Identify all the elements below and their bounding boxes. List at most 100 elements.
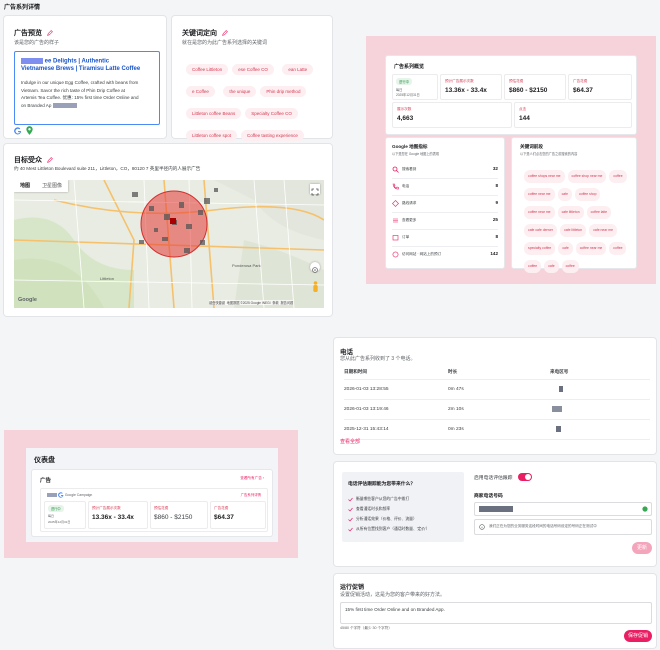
promo-textarea[interactable]: 15% first time Order Online and on Brand… [340,602,652,624]
map[interactable]: 地图 卫星图像 Littleton Ponderosa Park Google … [14,180,324,308]
ad-headline-b: Vietnamese Brews | Tiramisu Latte Coffee [21,66,141,72]
calls-card: 电话 您从此广告系列收到了 3 个电话。 日期和时间 时长 来电区号 2026-… [334,338,656,454]
update-button[interactable]: 更新 [632,542,652,554]
search-terms-subtitle: 以下是人们点击您的广告之前搜索的内容 [520,152,578,156]
maps-metric-row: 查看更多 25 [392,213,498,230]
col-date: 日期和时间 [344,369,367,374]
check-icon [348,497,353,502]
map-footer: 键盘快捷键 地图数据 ©2025 Google INEGI 条款 报告问题 [209,300,294,305]
tracking-toggle-label: 启用电话评估跟踪 [474,476,513,481]
map-canvas [14,180,324,308]
table-row: 2025-12-31 15:43:14 0m 23s [344,420,650,440]
table-row: 2026-01-03 13:19:46 2m 10s [344,400,650,420]
target-audience-card: 目标受众 约 40 Mest Littleton Boulevard suite… [4,144,332,316]
dashboard-panel: 仪表盘 广告 查看所有广告 › Google Campaign 广告系列详情 进… [26,448,278,542]
metric-cost: 广告花费 $64.37 [210,501,266,529]
search-term-tag: specialty coffee [524,242,556,255]
call-tracking-card: 电话评估跟踪能为您带来什么？ 衡量哪些客户从您的广告中拨打 查看通话时长和频率 … [334,462,656,566]
maps-metric-label: 订单 [402,235,410,239]
maps-metric-value: 25 [492,217,498,222]
status-badge: 进行中 [396,78,413,85]
tracking-benefit: 从所有位置找到客户（通话时数量、'定价'） [356,527,430,531]
search-term-tag: cafe near me [589,224,617,237]
call-area-code [559,386,563,392]
metric-value: $64.37 [573,87,593,94]
map-terms-link[interactable]: 条款 [272,301,279,305]
target-title: 目标受众 [14,157,42,164]
metric-value: 13.36x - 33.4x [445,87,487,94]
verified-icon [642,506,648,512]
compass-button[interactable] [310,262,320,273]
map-data-credit: 地图数据 ©2025 Google INEGI [226,301,271,305]
map-report-link[interactable]: 报告问题 [280,301,294,305]
metric-label: 预估花费 [509,79,524,83]
keywords-subtitle: 就在是您的为此广告系列选择的关键词 [182,40,268,46]
ad-body-line: Artemis Tea Coffee. 优惠: 15% first time O… [21,95,139,100]
map-type-tabs: 地图 卫星图像 [14,180,69,192]
maps-metric-row: 访问网站 · 网站上的预订 142 [392,247,498,263]
promo-title: 运行促销 [340,585,365,591]
search-term-tag: coffee latte [586,206,612,219]
view-all-ads-link[interactable]: 查看所有广告 › [240,476,264,480]
edit-icon[interactable] [222,30,228,37]
search-term-tag: coffee [609,242,627,255]
maps-metric-label: 访问网站 · 网站上的预订 [402,252,442,256]
campaign-row[interactable]: Google Campaign 广告系列详情 进行中 每日 2025年12月31… [40,488,268,532]
map-shortcuts-link[interactable]: 键盘快捷键 [209,301,225,305]
search-term-tag: coffee shop near me [567,170,607,183]
ad-preview-title: 广告预览 [14,30,42,37]
info-icon [479,524,485,530]
tab-satellite[interactable]: 卫星图像 [42,183,63,189]
google-maps-metrics-card: Google 地图指标 以下是您在 Google 地图上的表现 搜索看到 32 … [386,138,504,268]
map-city-label: Ponderosa Park [232,263,261,268]
metric-label: 广告花费 [214,506,229,510]
directions-icon [392,200,399,207]
maps-metric-value: 32 [492,166,498,171]
ad-body: Indulge in our unique Egg Coffee, crafte… [21,79,139,109]
keyword-tag: e Coffee [186,86,215,97]
keyword-tag: ese Coffee CO [232,64,274,75]
edit-icon[interactable] [47,157,53,164]
view-all-calls-link[interactable]: 查看全部 [340,439,361,445]
metric-cost: 广告花费 $64.37 [568,74,632,100]
ad-body-line: on Branded Ap [21,102,52,108]
edit-icon[interactable] [47,30,53,37]
order-icon [392,235,399,241]
status-box: 进行中 每日 2025年12月31日 [44,501,86,529]
status-date-a: 每日 [48,514,55,518]
status-date-a: 每日 [396,88,403,92]
dashboard-ads-card: 广告 查看所有广告 › Google Campaign 广告系列详情 进行中 每… [32,470,272,536]
calls-subtitle: 您从此广告系列收到了 3 个电话。 [340,356,416,362]
tracking-notice-text: 我们正在为您的业务服务这段时间的电话号码设定的号码正在测试中 [489,524,597,528]
fullscreen-button[interactable] [310,184,320,196]
metric-impressions: 预计广告展示次数 13.36x - 33.4x [440,74,502,100]
phone-input[interactable] [474,502,652,516]
keyword-tag: Littleton coffee spot [186,130,237,141]
ad-preview-card: 广告预览 该是您的广告的样子 ee Delights | Authentic V… [4,16,166,138]
page-title: 广告系列详情 [4,5,41,11]
maps-metric-label: 搜索看到 [402,167,417,171]
save-promo-button[interactable]: 保存促销 [624,630,652,642]
search-term-tag: cafe cafe denver [524,224,558,237]
keyword-tag: the unique [223,86,257,97]
calls-table: 日期和时间 时长 来电区号 2026-01-03 13:28:55 0m 47s… [344,369,650,440]
tracking-notice: 我们正在为您的业务服务这段时间的电话号码设定的号码正在测试中 [474,519,652,535]
search-term-tag: coffee shop [574,188,601,201]
call-area-code [552,406,562,412]
compass-icon [312,267,318,273]
tracking-benefit: 查看通话时长和频率 [356,507,391,511]
keyword-tag: Specialty Coffee CO [245,108,298,119]
tab-map[interactable]: 地图 [20,183,31,189]
pegman-button[interactable] [312,280,319,298]
tracking-toggle[interactable] [518,473,532,481]
dashboard-frame: 仪表盘 广告 查看所有广告 › Google Campaign 广告系列详情 进… [4,430,298,558]
metric-value: $860 - $2150 [154,514,193,521]
promo-text-value: 15% first time Order Online and on Brand… [345,607,445,612]
campaign-detail-link[interactable]: 广告系列详情 [240,493,261,497]
metric-label: 展示次数 [397,107,412,111]
status-date-b: 2025年12月31日 [396,93,420,97]
maps-metric-value: 8 [495,183,498,188]
map-city-label: Littleton [100,276,115,281]
campaign-summary-frame: 广告系列概览 进行中 每日 2025年12月31日 预计广告展示次数 13.36… [366,36,656,284]
google-logo: Google [18,297,37,303]
